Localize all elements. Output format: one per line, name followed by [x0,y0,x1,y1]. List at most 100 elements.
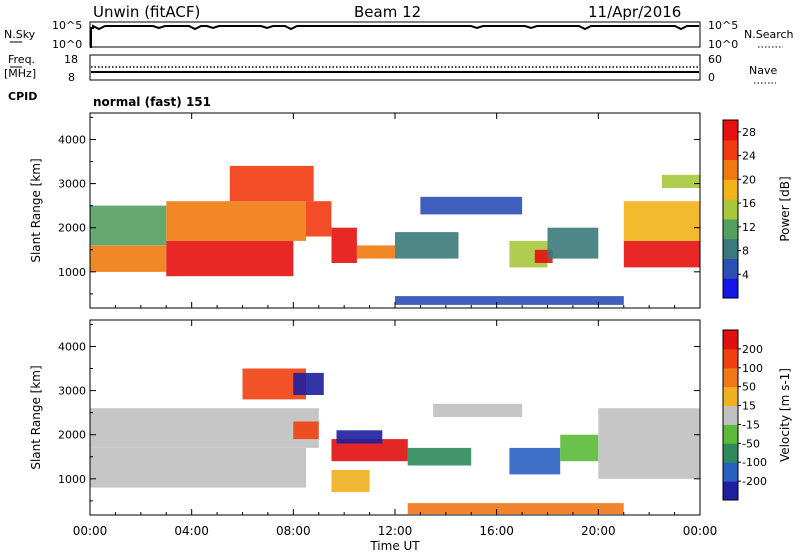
colorbar-segment [723,258,738,279]
data-patch-0 [90,245,167,272]
data-patch-6 [336,430,383,444]
colorbar-tick-label: -50 [742,437,760,450]
date-title: 11/Apr/2016 [588,3,681,21]
nsky-trace [90,24,699,48]
colorbar-segment [723,348,738,369]
site-title: Unwin (fitACF) [93,3,200,21]
colorbar-segment [723,462,738,482]
colorbar-tick-label: 4 [742,268,749,281]
data-patch-2 [166,240,294,277]
data-patch-8 [395,232,459,259]
y-tick-label: 1000 [58,473,86,486]
colorbar-tick-label: -15 [742,418,760,431]
data-patch-12 [598,408,700,479]
data-patch-8 [407,447,472,466]
data-patch-13 [407,503,624,515]
power-panel: 1000 2000 3000 4000 Slant Range [km] [29,112,701,309]
colorbar-tick-label: 20 [742,173,756,186]
colorbar-segment [723,199,738,220]
colorbar-tick-label: 50 [742,381,756,394]
colorbar-tick-label: -200 [742,475,767,488]
data-patch-10 [509,447,561,475]
colorbar-segment [723,120,738,141]
data-patch-9 [420,196,523,215]
colorbar-label: Velocity [m s-1] [778,368,792,462]
data-patch-4 [293,421,319,440]
colorbar-tick-label: 16 [742,197,756,210]
data-patch-5 [306,201,332,237]
data-patch-13 [623,240,701,268]
colorbar-segment [723,386,738,407]
colorbar-segment [723,159,738,180]
data-patch-4 [229,165,314,202]
data-patch-0 [90,447,306,488]
colorbar-segment [723,367,738,388]
colorbar-segment [723,424,738,444]
x-tick-label: 00:00 [73,524,108,538]
data-patch-12 [547,227,599,259]
nsky-tick-bottom: 10^0 [52,38,82,51]
cpid-text: normal (fast) 151 [93,95,211,109]
x-tick-label: 04:00 [174,524,209,538]
colorbar-frame [722,329,739,501]
data-patch-11 [560,434,599,462]
y-axis-label: Slant Range [km] [29,158,43,262]
freq-unit-label: [MHz] [4,67,36,80]
data-patch-15 [661,174,700,188]
data-patch-7 [356,245,395,259]
y-tick-label: 4000 [58,133,86,146]
colorbar-tick-label: 8 [742,245,749,258]
data-patch-7 [331,470,370,493]
colorbar-segment [723,139,738,161]
nsky-tick-top: 10^5 [52,19,82,32]
freq-tick-top: 18 [64,53,78,66]
colorbar-tick-label: 100 [742,362,763,375]
y-tick-label: 3000 [58,385,86,398]
colorbar-label: Power [dB] [778,176,792,241]
y-tick-label: 2000 [58,222,86,235]
colorbar-tick-label: 15 [742,400,756,413]
nsearch-tick-bottom: 10^0 [708,38,738,51]
colorbar-segment [723,405,738,425]
colorbar-segment [723,238,738,259]
velocity-panel: 1000 2000 3000 4000 Slant Range [km] [29,319,701,516]
data-patch-3 [293,372,324,395]
colorbar-segment [723,443,738,463]
freq-panel: Freq. [MHz] 18 8 60 0 Nave [4,53,777,84]
y-tick-label: 1000 [58,266,86,279]
colorbar-segment [723,218,738,240]
nave-tick-top: 60 [708,53,722,66]
y-tick-label: 2000 [58,429,86,442]
colorbar-segment [723,330,738,350]
x-tick-label: 12:00 [378,524,413,538]
data-patch-1 [90,408,319,448]
nave-tick-bottom: 0 [708,71,715,84]
freq-label: Freq. [8,53,35,66]
cpid-label: CPID [8,90,37,103]
colorbar-segment [723,481,738,501]
data-patch-14 [623,201,701,241]
data-patch-6 [331,227,357,263]
colorbar-segment [723,278,738,299]
colorbar-frame [722,119,739,299]
y-tick-label: 4000 [58,340,86,353]
data-patch-16 [395,296,624,305]
x-tick-label: 00:00 [683,524,718,538]
colorbar-tick-label: 200 [742,343,763,356]
y-tick-label: 3000 [58,178,86,191]
nsearch-label: N.Search [744,28,794,41]
velocity-colorbar: 200 100 50 15 -15 -50 -100 -200 Velocity [m s-1] [722,329,792,501]
nsky-label: N.Sky [4,28,36,41]
colorbar-tick-label: -100 [742,456,767,469]
x-axis-label: Time UT [369,539,420,553]
colorbar-tick-label: 24 [742,150,756,163]
time-axis: 00:00 04:00 08:00 12:00 16:00 20:00 00:00 [73,524,718,538]
freq-frame [89,54,701,81]
nsearch-tick-top: 10^5 [708,19,738,32]
x-tick-label: 08:00 [276,524,311,538]
data-patch-5 [331,439,408,462]
data-patch-9 [433,403,523,417]
x-tick-label: 20:00 [581,524,616,538]
x-tick-label: 16:00 [479,524,514,538]
